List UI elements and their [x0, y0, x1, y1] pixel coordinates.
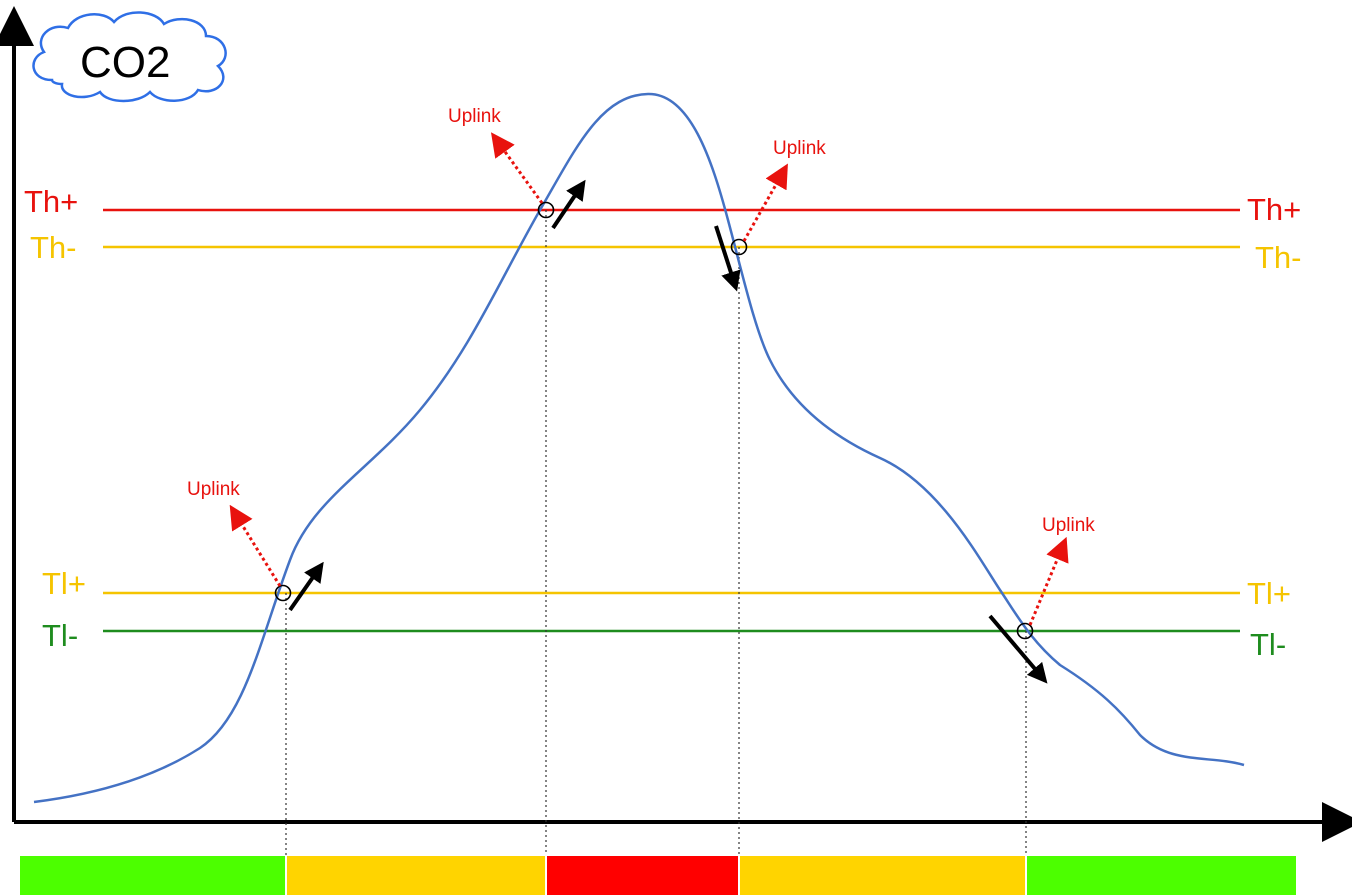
falling-arrow — [714, 225, 741, 292]
uplink-label: Uplink — [1042, 515, 1095, 536]
zone-red — [547, 856, 738, 895]
crossing-marker — [730, 238, 748, 256]
chart-title: CO2 — [80, 38, 170, 87]
crossing-marker — [537, 201, 555, 219]
uplink-arrow — [490, 132, 544, 204]
uplink-arrow — [1028, 536, 1069, 626]
uplink-label: Uplink — [773, 138, 826, 159]
cloud-icon — [32, 11, 227, 103]
zone-green — [1027, 856, 1296, 895]
uplink-arrow — [742, 163, 788, 242]
tl-minus-label-right: Tl- — [1250, 627, 1286, 662]
th-minus-label-right: Th- — [1255, 240, 1302, 275]
co2-curve — [33, 92, 1245, 804]
uplink-arrow — [229, 504, 282, 587]
th-plus-label-right: Th+ — [1247, 192, 1301, 227]
zone-green — [20, 856, 285, 895]
rising-arrow — [551, 179, 586, 230]
uplink-label: Uplink — [187, 479, 240, 500]
rising-arrow — [288, 561, 324, 612]
th-minus-label-left: Th- — [30, 230, 77, 265]
tl-plus-label-left: Tl+ — [42, 566, 86, 601]
zone-yellow — [740, 856, 1025, 895]
crossing-marker — [1016, 622, 1034, 640]
crossing-marker — [274, 584, 292, 602]
tl-plus-label-right: Tl+ — [1247, 576, 1291, 611]
uplink-label: Uplink — [448, 106, 501, 127]
th-plus-label-left: Th+ — [24, 184, 78, 219]
zone-yellow — [287, 856, 545, 895]
falling-arrow — [988, 614, 1048, 684]
tl-minus-label-left: Tl- — [42, 618, 78, 653]
